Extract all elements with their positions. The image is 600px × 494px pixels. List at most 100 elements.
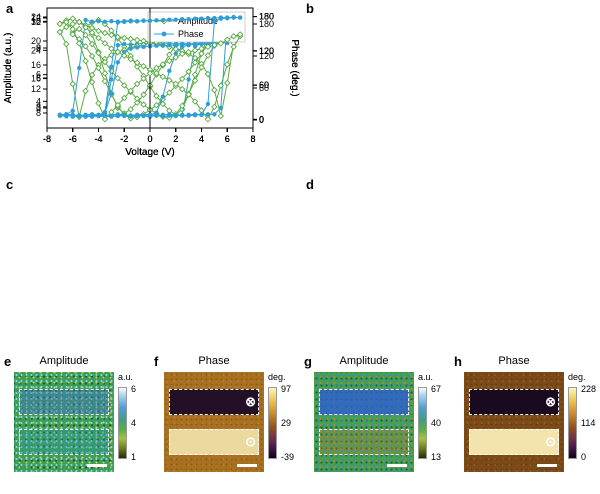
colorbar-gradient	[418, 387, 427, 459]
svg-text:Phase (deg.): Phase (deg.)	[289, 39, 300, 96]
panel-g: g Amplitude a.u. 67 40 13	[300, 354, 450, 494]
svg-text:180: 180	[259, 12, 274, 22]
colorbar-tick-mid: 114	[581, 418, 596, 428]
polarization-out-of-plane-icon: ⊙	[545, 434, 556, 449]
amplitude-map-e	[14, 372, 114, 472]
colorbar-tick-min: -39	[281, 452, 295, 462]
panel-title-f: Phase	[198, 355, 230, 367]
svg-text:Voltage (V): Voltage (V)	[125, 147, 174, 158]
svg-text:120: 120	[259, 46, 274, 56]
colorbar-unit-label: a.u.	[118, 372, 134, 382]
svg-text:24: 24	[31, 12, 41, 22]
svg-text:6: 6	[225, 134, 230, 144]
panel-label-b: b	[306, 1, 314, 16]
svg-text:8: 8	[250, 134, 255, 144]
svg-text:3: 3	[36, 103, 41, 113]
colorbar-gradient	[268, 387, 277, 459]
phase-map-f: ⊗ ⊙	[164, 372, 264, 472]
domain-box-top	[469, 389, 559, 415]
colorbar-unit-label: deg.	[268, 372, 286, 382]
scale-bar	[387, 464, 407, 467]
svg-text:16: 16	[31, 74, 41, 84]
colorbar-tick-max: 228	[581, 384, 597, 394]
svg-text:Phase (deg.): Phase (deg.)	[289, 39, 300, 96]
svg-text:8: 8	[250, 134, 255, 144]
svg-text:0: 0	[147, 134, 152, 144]
svg-text:120: 120	[259, 46, 274, 56]
svg-text:4: 4	[199, 134, 204, 144]
svg-text:20: 20	[31, 36, 41, 46]
svg-text:-2: -2	[120, 134, 128, 144]
svg-text:16: 16	[31, 60, 41, 70]
colorbar-tick-min: 1	[131, 452, 137, 462]
colorbar-f: deg. 97 29 -39	[268, 372, 300, 472]
colorbar-unit-label: a.u.	[418, 372, 434, 382]
panel-title-h: Phase	[498, 355, 530, 367]
svg-text:6: 6	[36, 73, 41, 83]
svg-text:-8: -8	[43, 134, 51, 144]
colorbar-tick-mid: 29	[281, 418, 292, 428]
svg-text:4: 4	[36, 96, 41, 106]
colorbar-g: a.u. 67 40 13	[418, 372, 450, 472]
svg-text:8: 8	[36, 43, 41, 53]
colorbar-tick-mid: 4	[131, 418, 137, 428]
svg-text:180: 180	[259, 12, 274, 22]
svg-text:2: 2	[173, 134, 178, 144]
svg-text:0: 0	[147, 134, 152, 144]
hysteresis-charts: -8 -6 -4 -2 0 2 4 6 8 Voltage (V) 4 6 8 10 Amplitude (…	[3, 1, 314, 192]
panel-h: h Phase ⊗ ⊙ deg. 228 114	[450, 354, 600, 494]
panel-label-a: a	[6, 1, 14, 16]
svg-text:Voltage (V): Voltage (V)	[125, 147, 174, 158]
svg-text:60: 60	[259, 80, 269, 90]
svg-text:180: 180	[259, 12, 274, 22]
colorbar-gradient	[568, 387, 577, 459]
colorbar-tick-max: 67	[431, 384, 442, 394]
domain-box-bottom	[469, 429, 559, 455]
scale-bar	[537, 464, 557, 467]
svg-text:60: 60	[259, 83, 269, 93]
svg-text:-8: -8	[43, 134, 51, 144]
colorbar-tick-mid: 40	[431, 418, 442, 428]
svg-text:2: 2	[173, 134, 178, 144]
svg-text:-6: -6	[69, 134, 77, 144]
panel-label-f: f	[154, 354, 159, 369]
colorbar-unit-label: deg.	[568, 372, 586, 382]
panel-label-c: c	[6, 177, 14, 192]
colorbar-tick-min: 13	[431, 452, 442, 462]
panel-label-h: h	[454, 354, 462, 369]
written-domain-box-top	[319, 389, 409, 415]
panel-label-g: g	[304, 354, 312, 369]
svg-text:-4: -4	[94, 134, 102, 144]
svg-text:-8: -8	[43, 134, 51, 144]
svg-text:Phase (deg.): Phase (deg.)	[289, 39, 300, 96]
panel-title-g: Amplitude	[339, 355, 389, 367]
svg-text:Amplitude (a.u.): Amplitude (a.u.)	[3, 33, 14, 104]
svg-text:Amplitude (a.u.): Amplitude (a.u.)	[3, 33, 14, 104]
polarization-into-plane-icon: ⊗	[545, 394, 556, 409]
colorbar-tick-min: 0	[581, 452, 587, 462]
svg-text:32: 32	[31, 17, 41, 27]
svg-text:0: 0	[259, 114, 264, 124]
svg-text:9: 9	[36, 43, 41, 53]
colorbar-tick-max: 97	[281, 384, 292, 394]
panel-label-e: e	[4, 354, 12, 369]
scale-bar	[237, 464, 257, 467]
svg-text:60: 60	[259, 80, 269, 90]
series-amplitude-forward-sweep-	[56, 15, 244, 123]
svg-text:120: 120	[259, 46, 274, 56]
colorbar-e: a.u. 6 4 1	[118, 372, 150, 472]
svg-text:60: 60	[259, 80, 269, 90]
panel-e: e Amplitude a.u. 6 4 1	[0, 354, 150, 494]
panel-f: f Phase ⊗ ⊙ deg. 97 29	[150, 354, 300, 494]
svg-text:6: 6	[225, 134, 230, 144]
series-phase-backward-sweep-	[57, 14, 243, 119]
svg-text:-4: -4	[94, 134, 102, 144]
scale-bar	[87, 464, 107, 467]
svg-text:-6: -6	[69, 134, 77, 144]
svg-text:-2: -2	[120, 134, 128, 144]
svg-text:Phase: Phase	[178, 29, 204, 39]
svg-text:Amplitude (a.u.): Amplitude (a.u.)	[3, 33, 14, 104]
polarization-into-plane-icon: ⊗	[245, 394, 256, 409]
